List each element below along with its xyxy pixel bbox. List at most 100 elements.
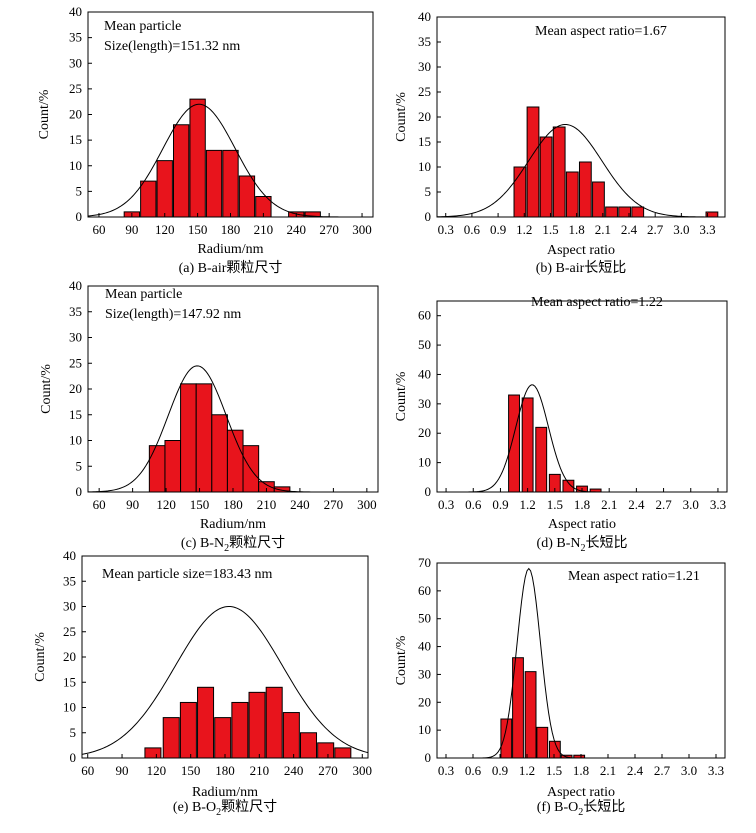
bar — [605, 206, 618, 218]
annotation-text: Mean particle — [105, 287, 182, 302]
annotation-text: Mean aspect ratio=1.21 — [568, 569, 700, 584]
y-tick-label: 25 — [69, 81, 82, 96]
x-tick-label: 300 — [357, 497, 377, 512]
bar — [173, 124, 190, 218]
bar — [300, 732, 318, 759]
y-tick-label: 10 — [69, 158, 82, 173]
annotation-text: Mean aspect ratio=1.67 — [535, 24, 667, 39]
bar — [592, 181, 605, 218]
y-tick-label: 10 — [69, 433, 82, 448]
y-tick-label: 0 — [425, 209, 432, 224]
caption-suffix: 颗粒尺寸 — [226, 260, 282, 276]
y-tick-label: 20 — [418, 694, 431, 709]
panel-e: 0 5 10 15 20 25 30 35 40 60 90 120 150 180 210 240 270 30… — [33, 548, 372, 818]
x-tick-label: 90 — [126, 497, 139, 512]
x-tick-label: 240 — [287, 222, 307, 237]
y-tick-label: 15 — [69, 407, 82, 422]
y-tick-label: 0 — [425, 484, 432, 499]
bar — [211, 414, 228, 493]
x-tick-label: 1.2 — [516, 222, 532, 237]
fit-curve — [436, 124, 725, 218]
y-tick-label: 20 — [418, 109, 431, 124]
y-tick-label: 40 — [418, 639, 431, 654]
x-tick-label: 1.2 — [519, 763, 535, 778]
y-tick-label: 30 — [63, 599, 76, 614]
caption-prefix: (b) B-air — [536, 261, 585, 276]
panel-a: 0 5 10 15 20 25 30 35 40 60 90 120 150 180 210 240 270 30… — [37, 4, 374, 276]
x-tick-label: 90 — [125, 222, 138, 237]
y-axis-label: Count/% — [39, 364, 54, 414]
x-tick-label: 210 — [250, 763, 270, 778]
caption-suffix: 长短比 — [585, 535, 627, 551]
y-tick-label: 40 — [69, 278, 82, 293]
x-tick-label: 60 — [81, 763, 94, 778]
x-tick-label: 300 — [353, 763, 373, 778]
y-tick-label: 0 — [76, 484, 83, 499]
panel-caption: (f) B-O2长短比 — [537, 799, 626, 818]
x-tick-label: 1.5 — [547, 497, 563, 512]
bar — [156, 160, 173, 218]
x-tick-label: 2.7 — [654, 763, 671, 778]
y-tick-label: 40 — [63, 548, 76, 563]
x-axis-label: Radium/nm — [197, 242, 263, 257]
y-tick-label: 0 — [70, 750, 77, 765]
bar — [549, 740, 561, 759]
x-tick-label: 1.2 — [520, 497, 536, 512]
x-tick-label: 0.3 — [438, 763, 454, 778]
fit-curve — [437, 567, 725, 759]
y-tick-label: 50 — [418, 611, 431, 626]
y-tick-label: 15 — [418, 134, 431, 149]
x-axis-label: Aspect ratio — [547, 243, 615, 258]
bar — [197, 686, 215, 759]
y-tick-label: 25 — [69, 355, 82, 370]
bar — [500, 718, 513, 759]
bar — [565, 171, 579, 218]
caption-prefix: (c) B-N — [181, 536, 224, 551]
bar — [140, 180, 157, 218]
x-tick-label: 1.8 — [569, 222, 585, 237]
x-tick-label: 270 — [319, 222, 339, 237]
y-tick-label: 20 — [418, 425, 431, 440]
panel-b: 0 5 10 15 20 25 30 35 40 0.3 0.6 0.9 1.2 1.5 1.8 2.1 2.4… — [394, 9, 726, 276]
x-tick-label: 2.7 — [655, 497, 672, 512]
bar — [282, 712, 300, 759]
panel-caption: (a) B-air颗粒尺寸 — [179, 260, 283, 276]
x-tick-label: 0.6 — [465, 497, 482, 512]
x-tick-label: 210 — [254, 222, 274, 237]
y-tick-label: 60 — [418, 583, 431, 598]
x-tick-label: 0.3 — [438, 222, 454, 237]
bar — [526, 106, 540, 218]
panel-c: 0 5 10 15 20 25 30 35 40 60 90 120 150 180 210 240 270 30… — [39, 278, 379, 554]
caption-subscript: 2 — [578, 807, 583, 818]
y-axis-label: Count/% — [394, 92, 409, 142]
bar — [148, 445, 166, 493]
x-tick-label: 1.5 — [542, 222, 558, 237]
bar — [144, 747, 162, 759]
annotation-text: Mean particle — [104, 19, 181, 34]
bar — [222, 149, 239, 218]
annotation-text: Mean aspect ratio=1.22 — [531, 295, 663, 310]
bar — [539, 136, 553, 218]
x-tick-label: 0.9 — [490, 222, 506, 237]
x-tick-label: 2.1 — [600, 763, 616, 778]
y-tick-label: 30 — [69, 55, 82, 70]
y-axis-label: Count/% — [394, 635, 409, 685]
y-tick-label: 0 — [76, 209, 83, 224]
x-tick-label: 180 — [215, 763, 235, 778]
bar — [164, 440, 182, 493]
x-tick-label: 3.0 — [683, 497, 699, 512]
x-tick-label: 3.0 — [681, 763, 697, 778]
x-tick-label: 2.1 — [595, 222, 611, 237]
x-tick-label: 180 — [221, 222, 241, 237]
x-tick-label: 3.3 — [710, 497, 726, 512]
y-tick-label: 20 — [63, 649, 76, 664]
annotation-text: Mean particle size=183.43 nm — [102, 567, 273, 582]
x-tick-label: 150 — [181, 763, 201, 778]
x-tick-label: 300 — [352, 222, 372, 237]
x-tick-label: 3.3 — [699, 222, 715, 237]
y-tick-label: 35 — [63, 573, 76, 588]
caption-suffix: 长短比 — [584, 260, 626, 276]
bar — [238, 175, 256, 218]
y-tick-label: 60 — [418, 308, 431, 323]
panel-caption: (c) B-N2颗粒尺寸 — [181, 535, 285, 554]
